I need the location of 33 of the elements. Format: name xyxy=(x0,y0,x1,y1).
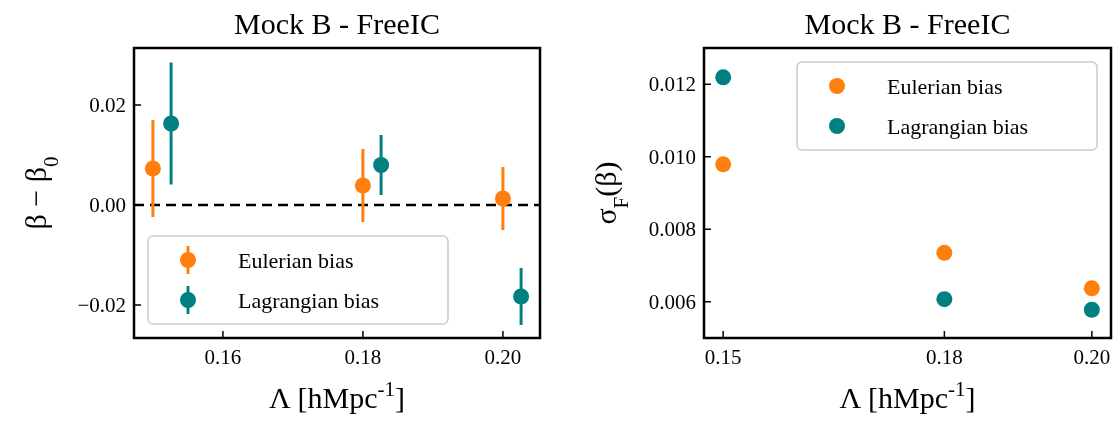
legend-label: Lagrangian bias xyxy=(238,288,380,313)
x-tick-label: 0.16 xyxy=(204,345,242,369)
point xyxy=(1083,301,1100,318)
x-tick-label: 0.18 xyxy=(925,345,963,369)
point xyxy=(354,177,371,194)
legend-label: Lagrangian bias xyxy=(887,114,1029,139)
point xyxy=(494,190,511,207)
point xyxy=(715,156,732,173)
y-tick-label: 0.008 xyxy=(648,217,696,242)
point xyxy=(936,244,953,261)
x-tick-label: 0.20 xyxy=(1073,345,1111,369)
legend-label: Eulerian bias xyxy=(887,74,1003,99)
point xyxy=(936,291,953,308)
y-tick-label: 0.010 xyxy=(648,144,696,169)
x-axis-title: Λ [hMpc$^{-1}$] xyxy=(269,377,405,414)
x-tick-label: 0.18 xyxy=(344,345,382,369)
x-tick-label: 0.15 xyxy=(704,345,742,369)
point xyxy=(715,69,732,86)
chart-title: Mock B - FreeIC xyxy=(804,7,1011,40)
point xyxy=(373,157,390,173)
y-tick-label: 0.02 xyxy=(89,93,126,117)
chart-title: Mock B - FreeIC xyxy=(234,7,440,40)
y-tick-label: 0.012 xyxy=(648,72,696,97)
point xyxy=(1083,280,1100,297)
y-tick-label: −0.02 xyxy=(77,293,126,317)
point xyxy=(163,115,180,132)
point xyxy=(513,288,530,305)
y-tick-label: 0.006 xyxy=(648,289,696,314)
point xyxy=(144,160,161,177)
legend-label: Eulerian bias xyxy=(238,248,354,273)
x-tick-label: 0.20 xyxy=(484,345,522,369)
y-tick-label: 0.00 xyxy=(89,193,126,217)
x-axis-title: Λ [hMpc$^{-1}$] xyxy=(839,377,976,414)
